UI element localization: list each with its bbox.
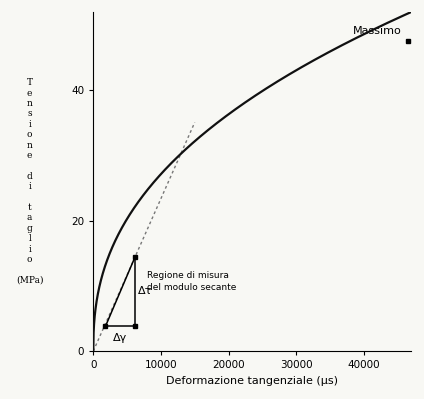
Text: Δγ: Δγ (113, 333, 128, 343)
Text: Regione di misura
del modulo secante: Regione di misura del modulo secante (148, 271, 237, 292)
Text: T
e
n
s
i
o
n
e
 
d
i
 
t
a
g
l
i
o
 
(MPa): T e n s i o n e d i t a g l i o (MPa) (16, 78, 43, 285)
X-axis label: Deformazione tangenziale (μs): Deformazione tangenziale (μs) (166, 376, 338, 386)
Text: Δτ: Δτ (138, 286, 152, 296)
Text: Massimo: Massimo (352, 26, 401, 36)
